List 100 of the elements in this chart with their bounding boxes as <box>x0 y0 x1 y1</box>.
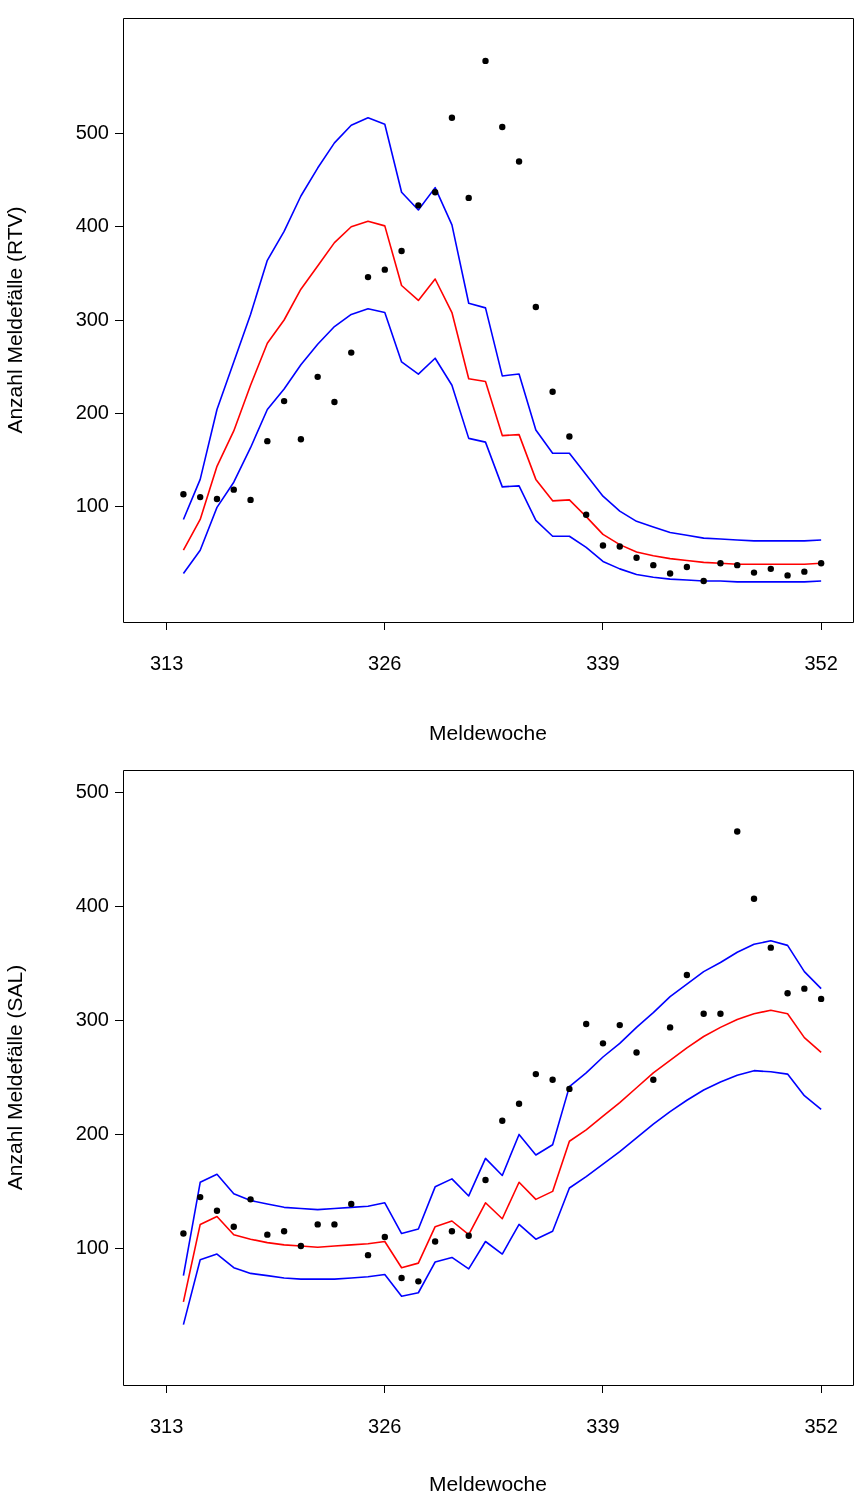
point <box>633 554 640 561</box>
point <box>549 1076 556 1083</box>
point <box>230 486 237 493</box>
point <box>616 543 623 550</box>
point <box>817 995 825 1003</box>
point <box>431 189 439 196</box>
y-tick-label: 500 <box>75 121 109 144</box>
point <box>599 542 607 549</box>
point <box>717 1010 724 1017</box>
point <box>566 433 573 440</box>
point <box>398 247 405 255</box>
x-tick-label: 352 <box>804 1414 838 1437</box>
x-axis-title: Meldewoche <box>429 721 547 745</box>
y-tick-label: 300 <box>75 1008 109 1031</box>
point <box>700 577 707 585</box>
y-tick-label: 100 <box>75 493 109 516</box>
point <box>415 1278 422 1285</box>
point <box>700 1010 707 1017</box>
point <box>280 397 288 405</box>
point <box>566 1085 573 1093</box>
point <box>364 273 372 281</box>
point <box>801 985 808 992</box>
point <box>683 563 691 571</box>
point <box>381 266 388 273</box>
point <box>750 895 758 902</box>
point <box>801 568 808 575</box>
point <box>465 194 472 202</box>
point <box>398 1274 405 1282</box>
point <box>515 158 523 165</box>
point <box>297 1242 305 1250</box>
point <box>331 398 338 406</box>
y-tick-label: 300 <box>75 307 109 330</box>
point <box>314 373 321 381</box>
point <box>348 349 355 356</box>
point <box>180 1230 187 1237</box>
point <box>264 1231 271 1238</box>
x-axis-title: Meldewoche <box>429 1472 547 1496</box>
point <box>784 572 791 579</box>
point <box>348 1200 355 1208</box>
point <box>650 561 657 569</box>
point <box>280 1228 288 1235</box>
point <box>197 493 204 501</box>
point <box>666 570 674 577</box>
point <box>247 496 254 504</box>
point <box>767 565 774 573</box>
y-tick-label: 400 <box>75 214 109 237</box>
point <box>482 1176 489 1184</box>
point <box>734 561 741 569</box>
x-tick-label: 313 <box>149 1414 184 1437</box>
point <box>750 569 758 576</box>
y-tick-label: 100 <box>75 1235 109 1258</box>
point <box>381 1233 388 1241</box>
point <box>683 971 691 979</box>
point <box>213 1207 221 1214</box>
point <box>230 1223 237 1230</box>
point <box>314 1221 321 1228</box>
point <box>499 1117 506 1124</box>
point <box>180 491 187 498</box>
x-tick-label: 326 <box>368 1414 402 1437</box>
x-tick-label: 313 <box>149 651 184 674</box>
point <box>247 1196 254 1203</box>
point <box>515 1100 523 1107</box>
point <box>767 944 774 951</box>
point <box>448 1228 456 1235</box>
point <box>717 560 724 567</box>
y-tick-label: 500 <box>75 780 109 803</box>
y-tick-label: 200 <box>75 400 109 423</box>
point <box>415 202 422 209</box>
point <box>364 1251 372 1259</box>
y-tick-label: 200 <box>75 1121 109 1144</box>
point <box>264 437 271 445</box>
point <box>582 1020 590 1028</box>
point <box>784 990 791 997</box>
point <box>616 1021 623 1029</box>
y-axis-title: Anzahl Meldefälle (SAL) <box>3 964 27 1191</box>
point <box>499 123 506 131</box>
point <box>599 1040 607 1047</box>
point <box>331 1221 338 1228</box>
y-tick-label: 400 <box>75 894 109 917</box>
y-axis-title: Anzahl Meldefälle (RTV) <box>3 206 27 434</box>
point <box>650 1076 657 1083</box>
x-tick-label: 326 <box>368 651 402 674</box>
point <box>666 1024 674 1031</box>
point <box>734 828 741 835</box>
point <box>817 560 825 567</box>
point <box>213 495 221 503</box>
point <box>465 1232 472 1240</box>
point <box>482 57 489 65</box>
point <box>582 511 590 519</box>
point <box>532 1070 540 1078</box>
point <box>633 1049 640 1056</box>
point <box>197 1193 204 1201</box>
x-tick-label: 339 <box>586 651 620 674</box>
point <box>549 388 556 395</box>
point <box>431 1238 439 1245</box>
x-tick-label: 339 <box>586 1414 620 1437</box>
point <box>297 436 305 443</box>
x-tick-label: 352 <box>804 651 838 674</box>
point <box>448 114 456 121</box>
point <box>532 303 540 311</box>
